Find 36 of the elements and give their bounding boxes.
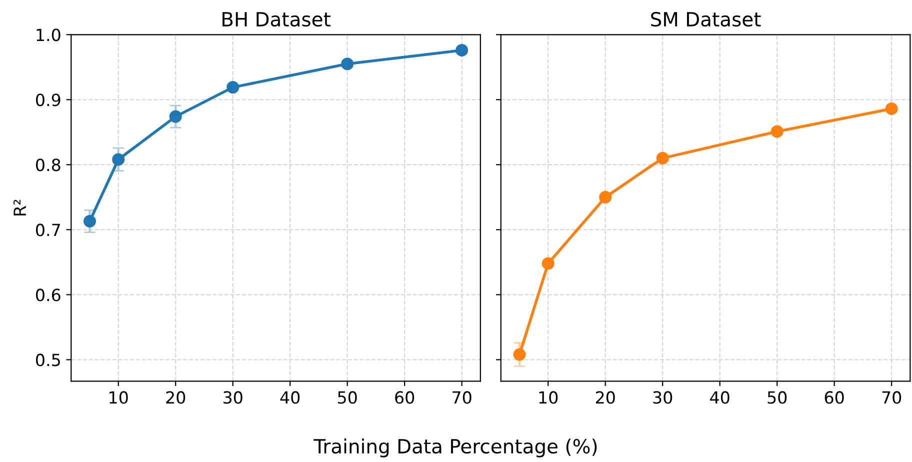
x-tick-label: 30 bbox=[653, 391, 672, 404]
point bbox=[169, 110, 182, 123]
point bbox=[599, 190, 612, 204]
chart-title: BH Dataset bbox=[222, 12, 330, 27]
x-tick-label: 30 bbox=[224, 391, 242, 404]
y-tick-label: 0.7 bbox=[36, 224, 60, 236]
y-tick-label: 0.6 bbox=[36, 288, 60, 302]
point bbox=[456, 44, 468, 57]
chart-title: SM Dataset bbox=[651, 12, 761, 27]
x-tick-label: 10 bbox=[539, 391, 558, 404]
x-tick-label: 70 bbox=[452, 391, 472, 404]
x-tick-label: 60 bbox=[395, 391, 414, 404]
x-tick-label: 10 bbox=[110, 391, 128, 404]
x-tick-label: 60 bbox=[824, 391, 844, 404]
x-axis-title: Training Data Percentage (%) bbox=[314, 438, 597, 458]
y-tick-label: 0.9 bbox=[36, 94, 60, 106]
x-tick-label: 20 bbox=[166, 391, 186, 404]
x-tick-label: 40 bbox=[280, 391, 300, 404]
point bbox=[885, 102, 898, 116]
y-tick-label: 1.0 bbox=[36, 28, 60, 42]
y-axis-title: R² bbox=[14, 200, 26, 216]
x-tick-label: 50 bbox=[338, 391, 357, 404]
point bbox=[770, 125, 784, 138]
x-tick-label: 40 bbox=[710, 391, 730, 404]
point bbox=[542, 257, 554, 270]
y-tick-label: 0.5 bbox=[36, 354, 60, 366]
y-tick-label: 0.8 bbox=[36, 158, 60, 172]
x-tick-label: 70 bbox=[882, 391, 902, 404]
x-tick-label: 50 bbox=[768, 391, 787, 404]
point bbox=[83, 214, 96, 228]
point bbox=[341, 58, 354, 70]
x-tick-label: 20 bbox=[596, 391, 615, 404]
point bbox=[656, 152, 669, 164]
point bbox=[112, 153, 125, 166]
point bbox=[226, 81, 240, 94]
point bbox=[513, 348, 526, 361]
